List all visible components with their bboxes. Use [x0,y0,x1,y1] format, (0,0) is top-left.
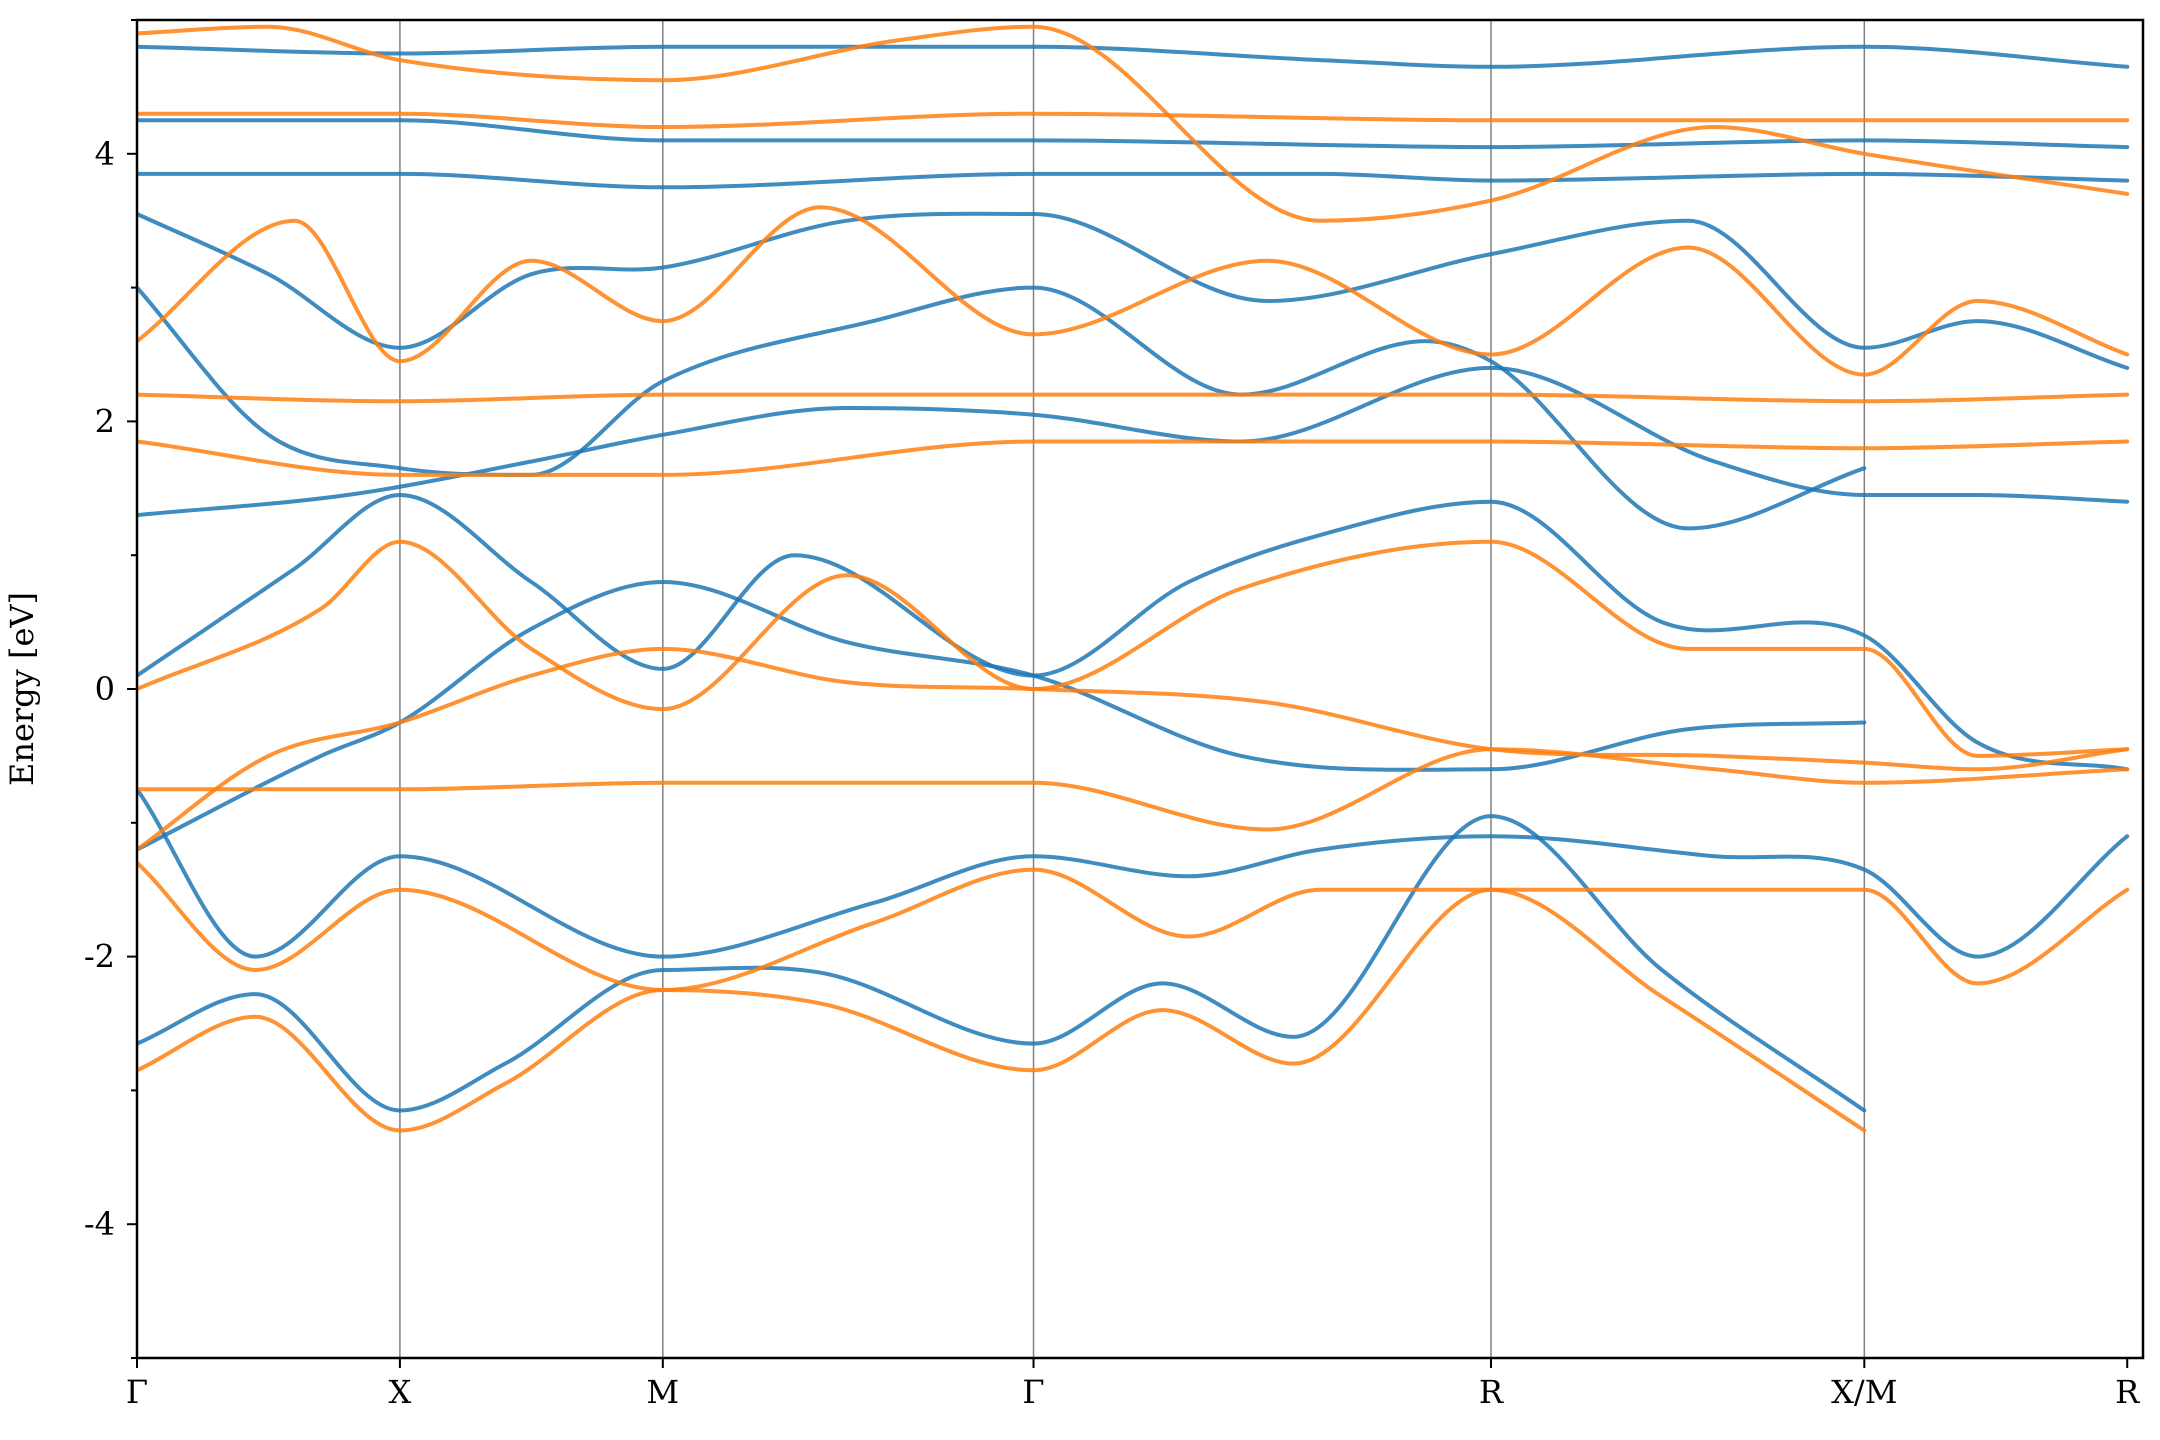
x-axis-ticks: Γ X M Γ R X/M R [126,1358,2140,1411]
x-tick-label: X/M [1831,1373,1897,1411]
y-tick-label: 2 [95,402,115,440]
band-line [137,285,1867,531]
band-line [137,171,2130,190]
x-tick-label: M [646,1373,679,1411]
x-tick-label: Γ [1022,1373,1044,1411]
band-line [137,887,1867,1133]
band-line [137,118,2130,150]
band-line [137,365,2130,518]
y-tick-label: -4 [84,1205,115,1243]
x-tick-label: R [1479,1373,1504,1411]
kpoint-lines [399,20,1866,1358]
x-tick-label: R [2115,1373,2140,1411]
y-tick-label: -2 [84,938,115,976]
y-axis-ticks: -4 -2 0 2 4 [84,19,137,1359]
x-tick-label: Γ [126,1373,148,1411]
plot-frame [135,18,2145,1360]
band-line [137,44,2130,69]
band-line [137,211,2130,370]
band-line [137,493,2130,772]
band-lines [137,24,2130,1133]
band-line [137,539,2130,758]
band-line [137,205,2130,377]
band-line [137,747,2130,832]
y-tick-label: 0 [95,670,115,708]
band-line [137,580,1867,852]
band-line [137,111,2130,129]
y-axis-label: Energy [eV] [3,592,41,786]
band-series-2 [137,24,2130,1133]
band-line [137,787,2130,959]
band-line [137,860,2130,992]
y-tick-label: 4 [95,135,115,173]
band-line [137,439,2130,477]
band-line [137,392,2130,404]
band-line [137,24,2130,223]
band-line [137,646,2130,852]
x-tick-label: X [389,1373,412,1411]
band-series-1 [137,44,2130,1113]
